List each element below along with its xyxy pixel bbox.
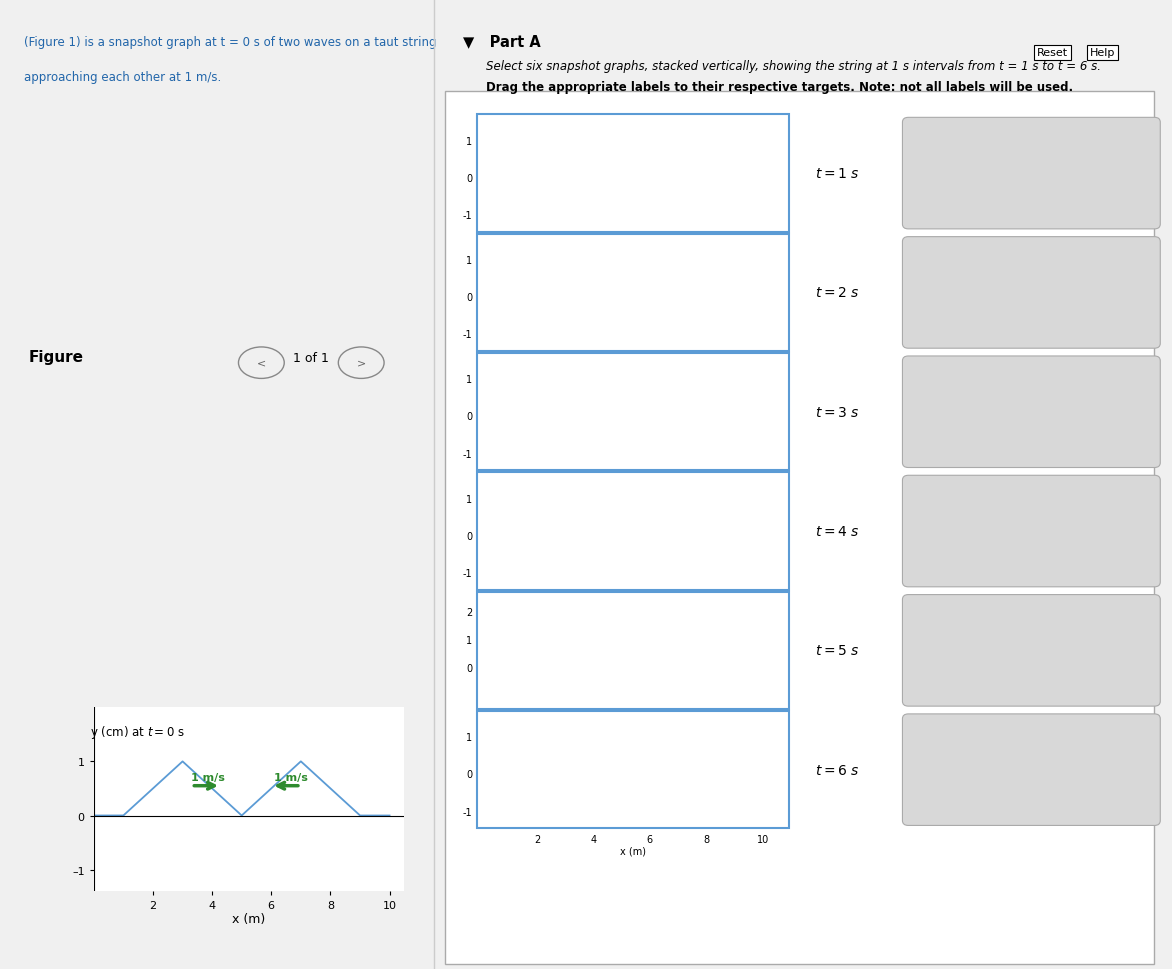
X-axis label: x (m): x (m) <box>620 487 646 498</box>
Text: Select six snapshot graphs, stacked vertically, showing the string at 1 s interv: Select six snapshot graphs, stacked vert… <box>486 60 1102 73</box>
Text: >: > <box>356 359 366 368</box>
Text: y (cm): y (cm) <box>486 717 518 728</box>
Text: $t = 1$ s: $t = 1$ s <box>815 167 859 181</box>
Text: $t = 3$ s: $t = 3$ s <box>815 405 859 420</box>
Text: $t = 4$ s: $t = 4$ s <box>815 524 859 539</box>
Text: y (cm) at $t = 0$ s: y (cm) at $t = 0$ s <box>90 723 185 740</box>
X-axis label: x (m): x (m) <box>620 249 646 260</box>
Text: Reset: Reset <box>1037 48 1069 58</box>
Text: (Figure 1) is a snapshot graph at t = 0 s of two waves on a taut string: (Figure 1) is a snapshot graph at t = 0 … <box>25 37 437 49</box>
Text: 1 m/s: 1 m/s <box>191 772 225 783</box>
X-axis label: x (m): x (m) <box>620 845 646 856</box>
Text: ▼   Part A: ▼ Part A <box>463 34 540 48</box>
Text: Help: Help <box>1090 48 1116 58</box>
Text: 1 m/s: 1 m/s <box>274 772 308 783</box>
Text: $t = 5$ s: $t = 5$ s <box>815 643 859 658</box>
Text: <: < <box>257 359 266 368</box>
Text: y (cm): y (cm) <box>486 121 518 132</box>
X-axis label: x (m): x (m) <box>620 607 646 617</box>
X-axis label: x (m): x (m) <box>620 368 646 379</box>
Text: y (cm): y (cm) <box>486 598 518 609</box>
Text: $t = 6$ s: $t = 6$ s <box>815 763 859 777</box>
Text: $t = 2$ s: $t = 2$ s <box>815 286 859 300</box>
Text: Drag the appropriate labels to their respective targets. Note: not all labels wi: Drag the appropriate labels to their res… <box>486 81 1074 94</box>
Text: approaching each other at 1 m/s.: approaching each other at 1 m/s. <box>25 72 222 84</box>
X-axis label: x (m): x (m) <box>620 726 646 736</box>
X-axis label: x (m): x (m) <box>232 912 266 924</box>
Text: y (cm): y (cm) <box>486 359 518 370</box>
Text: y (cm): y (cm) <box>486 240 518 251</box>
Text: Figure: Figure <box>28 350 83 364</box>
Text: y (cm): y (cm) <box>486 479 518 489</box>
Text: 1 of 1: 1 of 1 <box>293 352 329 364</box>
